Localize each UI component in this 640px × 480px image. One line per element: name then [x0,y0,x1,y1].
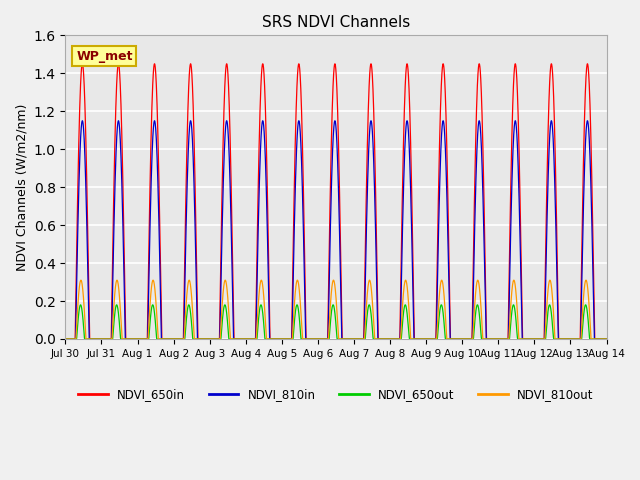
NDVI_650in [553,224,561,229]
Line: NDVI_810in: NDVI_810in [65,121,607,339]
NDVI_650in [79,61,86,67]
Line: NDVI_810out: NDVI_810out [65,280,607,339]
NDVI_810out [603,336,611,342]
NDVI_810in [574,336,582,342]
NDVI_650in [550,109,558,115]
Y-axis label: NDVI Channels (W/m2/nm): NDVI Channels (W/m2/nm) [15,104,28,271]
NDVI_810out [77,277,84,283]
NDVI_650out [61,336,69,342]
NDVI_810out [400,284,408,289]
Legend: NDVI_650in, NDVI_810in, NDVI_650out, NDVI_810out: NDVI_650in, NDVI_810in, NDVI_650out, NDV… [74,384,598,406]
NDVI_650out [126,336,134,342]
NDVI_650out [550,336,558,342]
NDVI_650in [126,336,134,342]
Text: WP_met: WP_met [76,49,132,62]
NDVI_810in [126,336,134,342]
NDVI_810in [61,336,69,342]
NDVI_810out [550,321,558,326]
NDVI_810in [553,259,561,265]
NDVI_810in [550,160,558,166]
NDVI_650in [574,336,582,342]
NDVI_810out [61,336,69,342]
NDVI_650in [400,115,408,121]
NDVI_810out [574,336,582,342]
NDVI_650in [603,336,611,342]
NDVI_650out [400,305,408,311]
Title: SRS NDVI Channels: SRS NDVI Channels [262,15,410,30]
NDVI_810in [79,118,86,124]
Line: NDVI_650in: NDVI_650in [65,64,607,339]
NDVI_650out [574,336,582,342]
Line: NDVI_650out: NDVI_650out [65,305,607,339]
NDVI_650in [61,336,69,342]
NDVI_650out [269,336,276,342]
NDVI_810out [269,336,276,342]
NDVI_650out [603,336,611,342]
NDVI_810in [603,336,611,342]
NDVI_810out [126,336,134,342]
NDVI_810out [553,336,561,342]
NDVI_810in [400,165,408,171]
NDVI_650out [553,336,561,342]
NDVI_810in [269,336,276,342]
NDVI_650in [269,336,276,342]
NDVI_650out [77,302,84,308]
